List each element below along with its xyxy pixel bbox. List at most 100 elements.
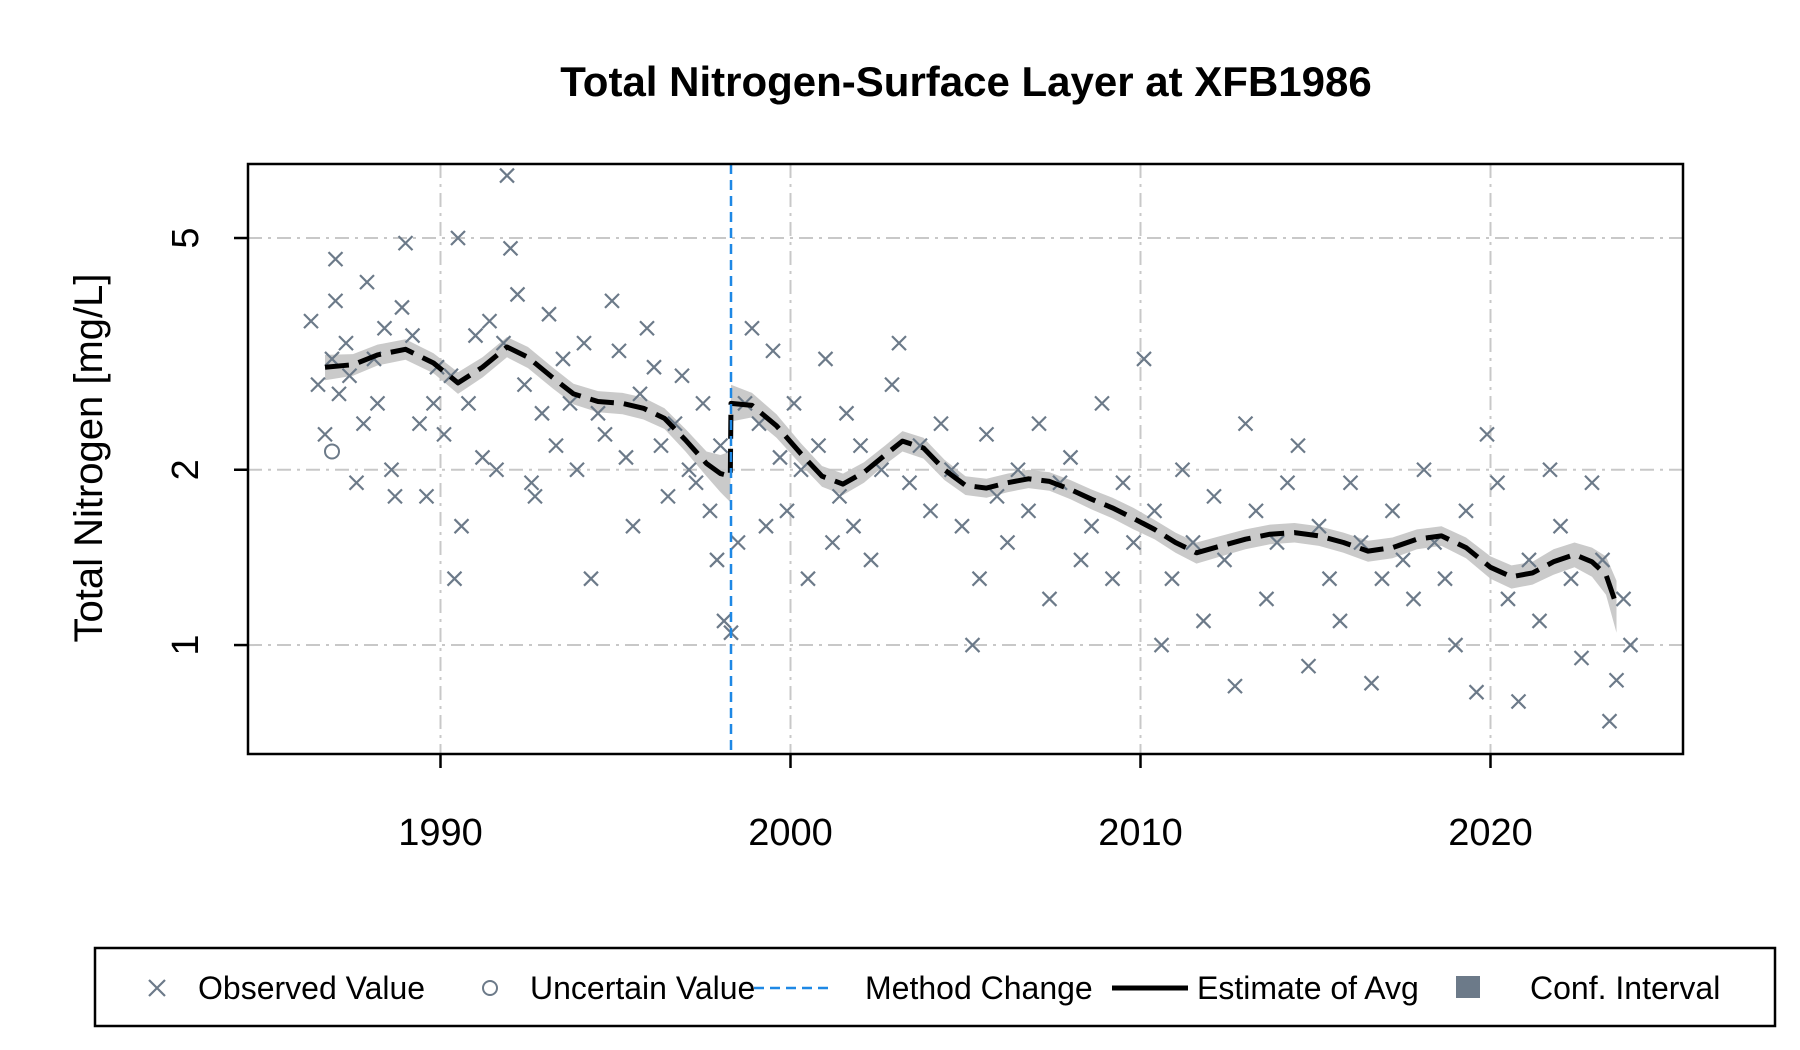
- observed-point: [1584, 474, 1600, 491]
- observed-point: [516, 376, 533, 393]
- observed-point: [971, 570, 988, 587]
- legend-label: Conf. Interval: [1530, 970, 1720, 1006]
- observed-point: [604, 293, 620, 309]
- observed-point: [964, 637, 981, 653]
- observed-point: [1041, 591, 1058, 607]
- observed-point: [667, 415, 683, 432]
- observed-point: [1510, 693, 1527, 710]
- observed-point: [548, 437, 564, 454]
- legend-label: Observed Value: [198, 970, 425, 1006]
- observed-point: [394, 299, 410, 316]
- observed-point: [1195, 613, 1212, 629]
- observed-point: [418, 488, 435, 505]
- observed-point: [1052, 474, 1068, 491]
- observed-point: [716, 613, 732, 629]
- observed-point: [523, 474, 540, 491]
- observed-point: [758, 518, 774, 534]
- observed-point: [793, 461, 809, 478]
- observed-point: [744, 320, 760, 337]
- observed-point: [831, 488, 848, 505]
- observed-point: [310, 376, 326, 393]
- observed-point: [425, 395, 442, 412]
- observed-point: [1115, 474, 1131, 491]
- observed-point: [1405, 591, 1422, 607]
- observed-point: [502, 240, 519, 257]
- legend-symbol-uncertain: [482, 980, 498, 996]
- observed-point: [954, 518, 970, 534]
- observed-point: [1136, 351, 1152, 367]
- observed-point: [555, 351, 571, 367]
- observed-point: [1563, 570, 1579, 587]
- observed-point: [625, 518, 641, 534]
- observed-point: [611, 343, 627, 359]
- observed-point: [467, 327, 484, 344]
- observed-point: [411, 415, 428, 432]
- observed-point: [1332, 613, 1348, 629]
- observed-point: [341, 368, 358, 384]
- observed-point: [1290, 437, 1306, 454]
- observed-point: [1531, 613, 1548, 629]
- observed-point: [660, 488, 676, 505]
- observed-point: [534, 405, 550, 422]
- estimate-line-layer: [324, 344, 1619, 607]
- observed-point: [765, 343, 781, 359]
- observed-point: [1216, 552, 1233, 568]
- estimate-line: [324, 344, 1619, 607]
- observed-point: [751, 415, 767, 432]
- observed-point: [1342, 474, 1359, 491]
- observed-point: [1573, 650, 1590, 666]
- observed-point: [404, 327, 421, 344]
- x-tick-label: 2020: [1448, 812, 1533, 854]
- observed-point: [355, 415, 372, 432]
- observed-point: [1321, 570, 1338, 587]
- observed-point: [618, 449, 634, 466]
- observed-point: [1083, 518, 1100, 534]
- observed-point: [730, 534, 746, 551]
- observed-point: [639, 320, 655, 337]
- observed-point: [999, 534, 1016, 551]
- chart-title: Total Nitrogen-Surface Layer at XFB1986: [560, 58, 1371, 105]
- legend-symbol-observed: [148, 979, 166, 997]
- observed-point: [1395, 552, 1411, 568]
- observed-point: [632, 386, 648, 402]
- observed-point: [481, 313, 498, 329]
- observed-point: [327, 293, 344, 309]
- observed-point: [681, 461, 697, 478]
- observed-point: [397, 235, 414, 251]
- observed-point: [317, 426, 333, 443]
- observed-point: [1300, 658, 1317, 674]
- observed-point: [1552, 518, 1569, 534]
- observed-point: [891, 335, 907, 351]
- observed-point: [1237, 415, 1254, 432]
- observed-point: [453, 518, 470, 534]
- observed-point: [1622, 637, 1639, 653]
- observed-point: [1353, 534, 1369, 551]
- observed-point: [1146, 503, 1163, 519]
- observed-point: [901, 474, 918, 491]
- observed-point: [653, 437, 669, 454]
- observed-point: [1073, 552, 1089, 568]
- legend-label: Method Change: [865, 970, 1093, 1006]
- axes: 1990 2000 2010 2020 1 2 5: [165, 227, 1533, 854]
- observed-point: [688, 474, 704, 491]
- observed-point: [1206, 488, 1222, 505]
- observed-point: [646, 359, 662, 375]
- observed-point: [1031, 415, 1047, 432]
- observed-point: [1468, 684, 1485, 700]
- observed-point: [324, 351, 340, 367]
- observed-point: [1458, 503, 1474, 519]
- observed-point: [1279, 474, 1296, 491]
- observed-point: [800, 570, 816, 587]
- legend-label: Uncertain Value: [530, 970, 755, 1006]
- y-axis-title: Total Nitrogen [mg/L]: [67, 273, 111, 642]
- observed-point: [474, 449, 491, 466]
- observed-point: [1479, 426, 1495, 443]
- observed-point: [597, 426, 613, 443]
- observed-point: [376, 320, 393, 337]
- observed-point: [1164, 570, 1180, 587]
- observed-point: [709, 552, 725, 568]
- observed-point: [583, 570, 599, 587]
- observed-point: [460, 395, 477, 412]
- observed-point: [863, 552, 879, 568]
